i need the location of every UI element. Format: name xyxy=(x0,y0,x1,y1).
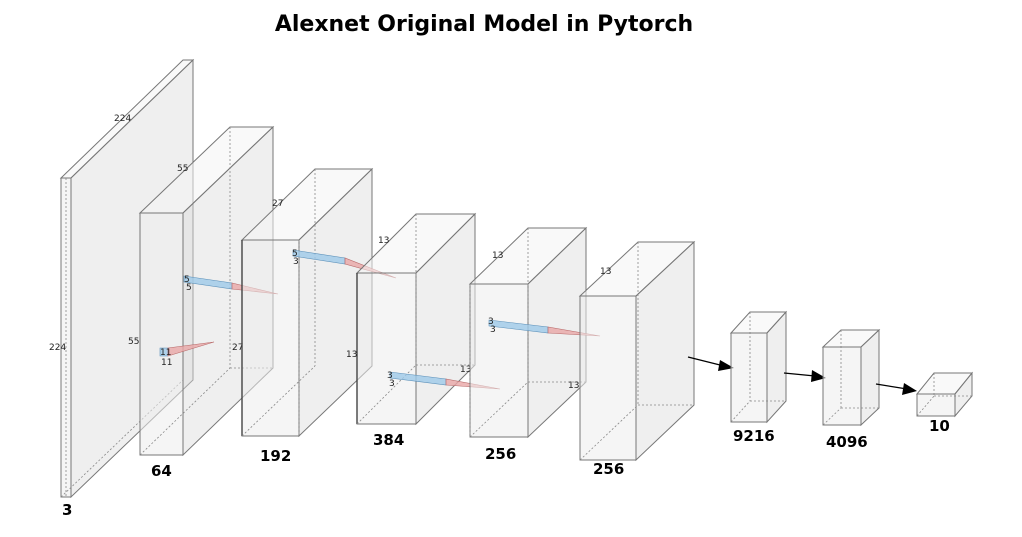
input-height-label: 224 xyxy=(49,343,66,353)
layer-conv2: 27 192 xyxy=(240,167,374,465)
kernel-5x3-a: 5 xyxy=(292,249,298,259)
conv5-channels-label: 256 xyxy=(593,460,624,478)
arrow-flatten xyxy=(687,356,734,371)
conv3-width-label: 13 xyxy=(378,236,389,246)
layer-fc-9216: 9216 xyxy=(729,310,788,445)
kernel-3x3-b-1: 3 xyxy=(488,317,494,327)
conv1-channels-label: 64 xyxy=(151,462,172,480)
fc9216-label: 9216 xyxy=(733,427,775,445)
kernel-11-a: 11 xyxy=(160,348,171,358)
kernel-5-b: 5 xyxy=(186,283,192,293)
kernel-3x3-a-1: 3 xyxy=(387,371,393,381)
conv2-channels-label: 192 xyxy=(260,447,291,465)
conv2-width-label: 27 xyxy=(272,199,283,209)
arrow-fc1 xyxy=(783,370,826,382)
conv1-width-label: 55 xyxy=(177,164,188,174)
conv5-width-label: 13 xyxy=(600,267,611,277)
kernel-5-a: 5 xyxy=(184,275,190,285)
layer-conv4: 13 256 xyxy=(468,226,588,463)
layer-fc-4096: 4096 xyxy=(821,328,881,451)
conv3-channels-label: 384 xyxy=(373,431,404,449)
conv3-out-size-label: 13 xyxy=(460,365,471,375)
layer-output-10: 10 xyxy=(915,371,974,435)
conv1-height-label: 55 xyxy=(128,337,139,347)
kernel-11-b: 11 xyxy=(161,358,172,368)
fc4096-label: 4096 xyxy=(826,433,868,451)
conv1-out-size-label: 27 xyxy=(232,343,243,353)
kernel-3x3-b-2: 3 xyxy=(490,325,496,335)
conv4-out-size-label: 13 xyxy=(568,381,579,391)
kernel-5x3-b: 3 xyxy=(293,257,299,267)
conv3-height-label: 13 xyxy=(346,350,357,360)
layer-conv3: 13 13 384 xyxy=(346,212,477,449)
layer-conv5: 13 13 256 xyxy=(568,240,696,478)
conv4-width-label: 13 xyxy=(492,251,503,261)
input-width-label: 224 xyxy=(114,114,131,124)
kernel-11x11: 11 11 xyxy=(159,341,215,368)
output-label: 10 xyxy=(929,417,950,435)
conv4-channels-label: 256 xyxy=(485,445,516,463)
arrow-fc2 xyxy=(875,383,917,395)
input-channels-label: 3 xyxy=(62,501,72,519)
kernel-3x3-a-2: 3 xyxy=(389,379,395,389)
diagram-title: Alexnet Original Model in Pytorch xyxy=(274,12,694,37)
